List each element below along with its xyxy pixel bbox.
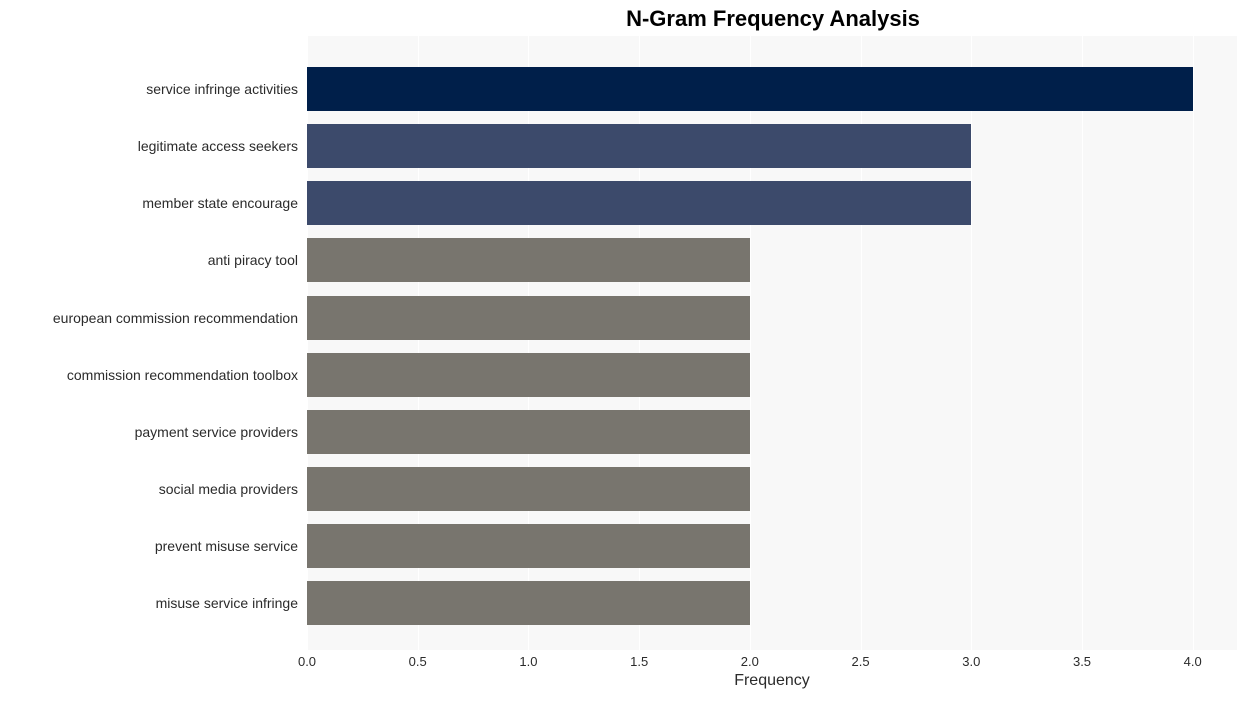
bar: [307, 67, 1193, 111]
bar: [307, 238, 750, 282]
x-tick-label: 1.0: [519, 654, 537, 669]
y-tick-label: prevent misuse service: [155, 538, 298, 554]
x-tick-label: 0.5: [409, 654, 427, 669]
x-tick-label: 3.0: [962, 654, 980, 669]
bar: [307, 353, 750, 397]
x-tick-label: 0.0: [298, 654, 316, 669]
y-tick-label: anti piracy tool: [208, 252, 298, 268]
bar: [307, 296, 750, 340]
bar: [307, 181, 971, 225]
plot-area: [307, 36, 1237, 650]
x-axis-label: Frequency: [307, 672, 1237, 690]
grid-line: [1193, 36, 1194, 650]
grid-line: [1082, 36, 1083, 650]
x-tick-label: 3.5: [1073, 654, 1091, 669]
bar: [307, 124, 971, 168]
bar: [307, 581, 750, 625]
x-tick-label: 2.5: [852, 654, 870, 669]
y-tick-label: legitimate access seekers: [138, 138, 298, 154]
y-tick-label: member state encourage: [142, 195, 298, 211]
x-tick-label: 4.0: [1184, 654, 1202, 669]
chart-title: N-Gram Frequency Analysis: [0, 6, 1246, 32]
y-tick-label: commission recommendation toolbox: [67, 367, 298, 383]
bar: [307, 524, 750, 568]
x-tick-label: 2.0: [741, 654, 759, 669]
y-tick-label: misuse service infringe: [156, 595, 298, 611]
y-tick-label: payment service providers: [135, 424, 298, 440]
grid-line: [971, 36, 972, 650]
ngram-frequency-chart: N-Gram Frequency Analysis Frequency 0.0 0…: [0, 0, 1246, 701]
bar: [307, 410, 750, 454]
bar: [307, 467, 750, 511]
y-tick-label: european commission recommendation: [53, 310, 298, 326]
y-tick-label: social media providers: [159, 481, 298, 497]
y-tick-label: service infringe activities: [146, 81, 298, 97]
x-tick-label: 1.5: [630, 654, 648, 669]
